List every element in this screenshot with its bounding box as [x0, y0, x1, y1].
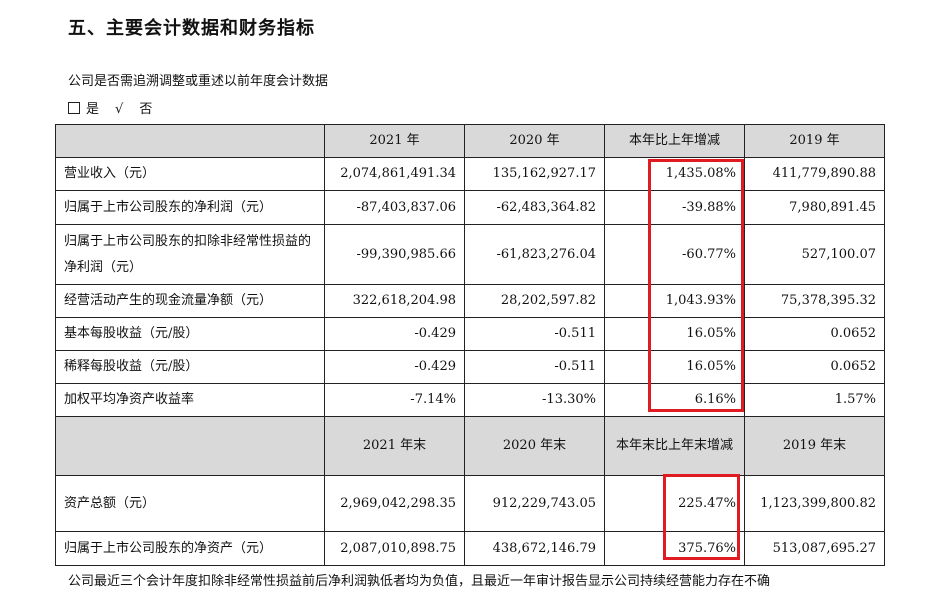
table-row: 营业收入（元） 2,074,861,491.34 135,162,927.17 …: [55, 157, 885, 191]
value-2021: -0.429: [324, 317, 465, 351]
value-2019: 0.0652: [744, 350, 885, 384]
value-2019: 0.0652: [744, 317, 885, 351]
value-2020: -62,483,364.82: [464, 190, 605, 225]
restatement-question: 公司是否需追溯调整或重述以前年度会计数据: [68, 74, 329, 89]
value-change: 1,043.93%: [604, 284, 745, 318]
value-2021: -7.14%: [324, 383, 465, 417]
value-2019: 527,100.07: [744, 224, 885, 285]
row-label: 营业收入（元）: [55, 157, 325, 191]
value-2020: -0.511: [464, 350, 605, 384]
row-label: 归属于上市公司股东的净资产（元）: [55, 531, 325, 566]
value-2019: 513,087,695.27: [744, 531, 885, 566]
value-2021: -0.429: [324, 350, 465, 384]
table-row: 基本每股收益（元/股） -0.429 -0.511 16.05% 0.0652: [55, 317, 885, 351]
value-2021: -99,390,985.66: [324, 224, 465, 285]
option-no: 否: [139, 102, 153, 117]
value-2020: 135,162,927.17: [464, 157, 605, 191]
header-cell: 2021 年: [324, 124, 465, 158]
header-cell: 2020 年: [464, 124, 605, 158]
value-2019: 1.57%: [744, 383, 885, 417]
value-change: -39.88%: [604, 190, 745, 225]
row-label: 加权平均净资产收益率: [55, 383, 325, 417]
value-2021: 322,618,204.98: [324, 284, 465, 318]
financial-indicators-table: 2021 年 2020 年 本年比上年增减 2019 年 营业收入（元） 2,0…: [55, 124, 885, 566]
value-2019: 411,779,890.88: [744, 157, 885, 191]
header-cell: 2019 年: [744, 124, 885, 158]
header-cell: [55, 416, 325, 476]
header-cell: 2019 年末: [744, 416, 885, 476]
value-2020: 28,202,597.82: [464, 284, 605, 318]
table-row: 稀释每股收益（元/股） -0.429 -0.511 16.05% 0.0652: [55, 350, 885, 384]
option-yes: 是: [86, 102, 100, 117]
value-2021: 2,074,861,491.34: [324, 157, 465, 191]
row-label: 归属于上市公司股东的净利润（元）: [55, 190, 325, 225]
header-cell: 本年比上年增减: [604, 124, 745, 158]
restatement-answer: 是 √ 否: [68, 98, 152, 117]
value-2019: 75,378,395.32: [744, 284, 885, 318]
value-2020: 438,672,146.79: [464, 531, 605, 566]
table-header-row: 2021 年末 2020 年末 本年末比上年末增减 2019 年末: [55, 416, 885, 476]
value-2021: 2,087,010,898.75: [324, 531, 465, 566]
value-2020: -0.511: [464, 317, 605, 351]
row-label: 经营活动产生的现金流量净额（元）: [55, 284, 325, 318]
value-2020: 912,229,743.05: [464, 475, 605, 532]
value-change: 6.16%: [604, 383, 745, 417]
check-mark-icon: √: [115, 102, 124, 117]
table-row: 加权平均净资产收益率 -7.14% -13.30% 6.16% 1.57%: [55, 383, 885, 417]
unchecked-box-icon: [68, 102, 80, 114]
value-2021: 2,969,042,298.35: [324, 475, 465, 532]
table-row: 归属于上市公司股东的扣除非经常性损益的净利润（元） -99,390,985.66…: [55, 224, 885, 285]
row-label: 基本每股收益（元/股）: [55, 317, 325, 351]
row-label: 资产总额（元）: [55, 475, 325, 532]
footnote: 公司最近三个会计年度扣除非经常性损益前后净利润孰低者均为负值，且最近一年审计报告…: [68, 574, 771, 589]
row-label: 稀释每股收益（元/股）: [55, 350, 325, 384]
value-2019: 1,123,399,800.82: [744, 475, 885, 532]
table-row: 归属于上市公司股东的净利润（元） -87,403,837.06 -62,483,…: [55, 190, 885, 225]
value-2019: 7,980,891.45: [744, 190, 885, 225]
table-row: 资产总额（元） 2,969,042,298.35 912,229,743.05 …: [55, 475, 885, 532]
header-cell: 2021 年末: [324, 416, 465, 476]
table-header-row: 2021 年 2020 年 本年比上年增减 2019 年: [55, 124, 885, 158]
header-cell: 2020 年末: [464, 416, 605, 476]
value-change: 225.47%: [604, 475, 745, 532]
value-2021: -87,403,837.06: [324, 190, 465, 225]
value-change: 375.76%: [604, 531, 745, 566]
value-2020: -13.30%: [464, 383, 605, 417]
table-row: 经营活动产生的现金流量净额（元） 322,618,204.98 28,202,5…: [55, 284, 885, 318]
value-change: 1,435.08%: [604, 157, 745, 191]
value-change: 16.05%: [604, 317, 745, 351]
value-change: -60.77%: [604, 224, 745, 285]
header-cell: [55, 124, 325, 158]
table-row: 归属于上市公司股东的净资产（元） 2,087,010,898.75 438,67…: [55, 531, 885, 566]
value-change: 16.05%: [604, 350, 745, 384]
value-2020: -61,823,276.04: [464, 224, 605, 285]
section-title: 五、主要会计数据和财务指标: [68, 18, 315, 39]
header-cell: 本年末比上年末增减: [604, 416, 745, 476]
row-label: 归属于上市公司股东的扣除非经常性损益的净利润（元）: [55, 224, 325, 285]
